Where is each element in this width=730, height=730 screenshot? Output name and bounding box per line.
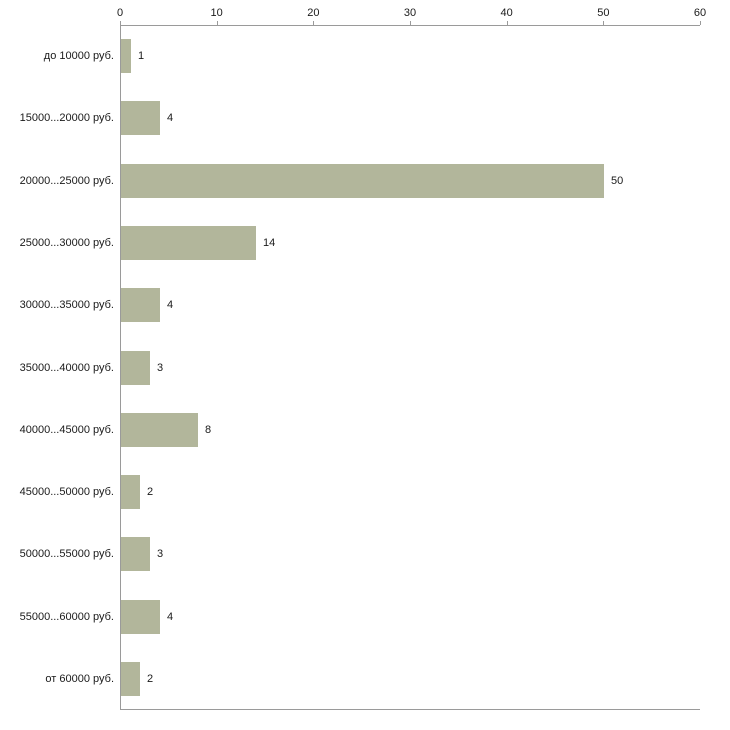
bar <box>121 475 140 509</box>
bar <box>121 39 131 73</box>
x-axis-tick-label: 20 <box>307 7 320 19</box>
bar <box>121 662 140 696</box>
x-axis-tick-label: 0 <box>116 7 124 19</box>
category-label: от 60000 руб. <box>45 673 114 685</box>
x-axis-tick-label: 40 <box>500 7 513 19</box>
bar <box>121 164 604 198</box>
bar-value-label: 4 <box>167 611 174 623</box>
bar <box>121 288 160 322</box>
bar-value-label: 2 <box>147 673 154 685</box>
x-axis-tick-mark <box>120 21 121 25</box>
x-axis-tick-mark <box>603 21 605 25</box>
x-axis-tick-mark <box>410 21 411 25</box>
x-axis-tick-label: 30 <box>403 7 417 19</box>
bar <box>121 413 198 447</box>
bar-value-label: 2 <box>147 486 154 498</box>
bar <box>121 351 150 385</box>
bar-value-label: 14 <box>263 237 276 249</box>
x-axis-tick-label: 50 <box>597 7 610 19</box>
bar-value-label: 50 <box>611 175 624 187</box>
category-label: 45000...50000 руб. <box>19 486 114 498</box>
bar-value-label: 4 <box>167 299 174 311</box>
x-axis-tick-mark <box>313 21 315 25</box>
bar-value-label: 1 <box>138 50 145 62</box>
bar <box>121 101 160 135</box>
bar-value-label: 8 <box>205 424 212 436</box>
category-label: 35000...40000 руб. <box>19 362 114 374</box>
plot-area <box>120 25 700 710</box>
bar <box>121 600 160 634</box>
category-label: 25000...30000 руб. <box>19 237 114 249</box>
category-label: 30000...35000 руб. <box>19 299 114 311</box>
category-label: 50000...55000 руб. <box>19 548 114 560</box>
bar-value-label: 3 <box>157 548 164 560</box>
bar <box>121 226 256 260</box>
x-axis-tick-mark <box>700 21 701 25</box>
category-label: 20000...25000 руб. <box>19 175 114 187</box>
x-axis-tick-mark <box>216 21 218 25</box>
category-label: 40000...45000 руб. <box>19 424 114 436</box>
category-label: 55000...60000 руб. <box>19 611 114 623</box>
x-axis-tick-label: 10 <box>210 7 223 19</box>
x-axis-tick-label: 60 <box>693 7 707 19</box>
bar-value-label: 3 <box>157 362 164 374</box>
category-label: 15000...20000 руб. <box>19 112 114 124</box>
category-label: до 10000 руб. <box>43 50 114 62</box>
x-axis-tick-mark <box>506 21 508 25</box>
bar <box>121 537 150 571</box>
bar-value-label: 4 <box>167 112 174 124</box>
